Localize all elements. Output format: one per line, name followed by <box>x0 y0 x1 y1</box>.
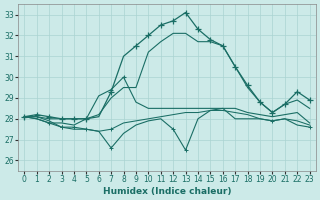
X-axis label: Humidex (Indice chaleur): Humidex (Indice chaleur) <box>103 187 231 196</box>
